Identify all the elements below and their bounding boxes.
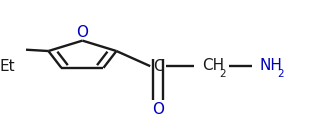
Text: O: O — [77, 25, 88, 40]
Text: NH: NH — [260, 58, 283, 73]
Text: CH: CH — [202, 58, 224, 73]
Text: 2: 2 — [277, 69, 284, 79]
Text: 2: 2 — [220, 69, 226, 79]
Text: C: C — [153, 59, 163, 74]
Text: O: O — [152, 102, 164, 117]
Text: Et: Et — [0, 59, 15, 74]
